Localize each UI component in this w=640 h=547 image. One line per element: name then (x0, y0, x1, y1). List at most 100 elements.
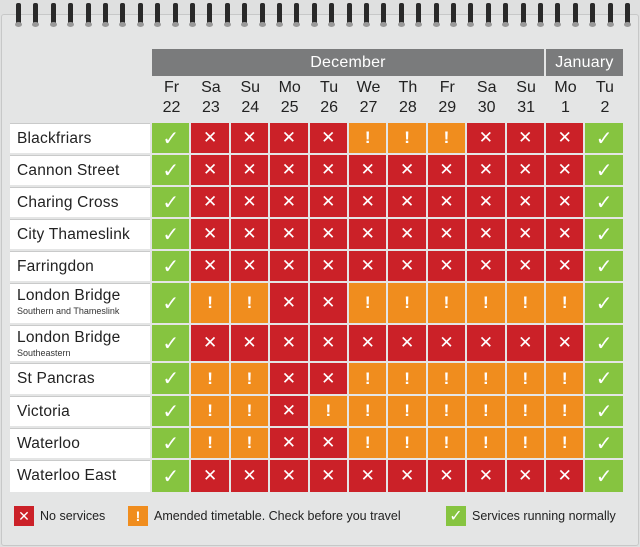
day-of-week: Tu (320, 79, 339, 96)
status-cell-no-service-icon: ✕ (388, 251, 426, 281)
station-row-label: Farringdon (10, 251, 150, 281)
binder-ring-icon (189, 3, 196, 27)
status-cell-no-service-icon: ✕ (506, 219, 544, 249)
status-cell-no-service-icon: ✕ (230, 325, 269, 361)
status-cell-normal-icon: ✓ (585, 396, 623, 426)
status-cell-amended-icon: ! (427, 123, 466, 153)
status-cell-no-service-icon: ✕ (191, 460, 229, 492)
status-cell-no-service-icon: ✕ (309, 187, 347, 217)
status-cell-no-service-icon: ✕ (270, 428, 308, 458)
status-cell-no-service-icon: ✕ (427, 251, 466, 281)
status-cell-no-service-icon: ✕ (388, 460, 426, 492)
status-cell-amended-icon: ! (349, 396, 387, 426)
status-cell-amended-icon: ! (467, 428, 505, 458)
station-name: Blackfriars (17, 130, 92, 147)
binder-ring-icon (32, 3, 40, 27)
binder-ring-icon (293, 3, 301, 27)
binder-ring-icon (136, 3, 144, 27)
status-cell-no-service-icon: ✕ (270, 283, 308, 323)
binder-ring-icon (276, 3, 283, 27)
status-cell-normal-icon: ✓ (585, 428, 623, 458)
status-cell-no-service-icon: ✕ (309, 460, 347, 492)
status-cell-no-service-icon: ✕ (546, 187, 584, 217)
status-cell-no-service-icon: ✕ (427, 325, 466, 361)
day-header: Sa 30 (467, 78, 506, 122)
legend-normal-label: Services running normally (472, 509, 616, 523)
status-cell-normal-icon: ✓ (585, 219, 623, 249)
legend-no-service: ✕ No services (14, 506, 105, 526)
status-cell-no-service-icon: ✕ (427, 460, 466, 492)
status-cell-no-service-icon: ✕ (349, 460, 387, 492)
day-header: Su 24 (231, 78, 270, 122)
status-cell-normal-icon: ✓ (585, 283, 623, 323)
station-row-label: London Bridge Southeastern (10, 325, 150, 361)
day-header: Su 31 (507, 78, 546, 122)
status-cell-no-service-icon: ✕ (309, 363, 347, 394)
status-cell-no-service-icon: ✕ (270, 187, 308, 217)
status-cell-no-service-icon: ✕ (270, 460, 308, 492)
binder-ring-icon (206, 3, 214, 27)
status-cell-no-service-icon: ✕ (270, 155, 308, 185)
status-cell-no-service-icon: ✕ (309, 219, 347, 249)
status-cell-no-service-icon: ✕ (506, 123, 544, 153)
day-date: 22 (162, 99, 181, 116)
status-cell-normal-icon: ✓ (152, 251, 190, 281)
day-header: Mo 1 (546, 78, 585, 122)
status-cell-no-service-icon: ✕ (309, 428, 347, 458)
status-cell-normal-icon: ✓ (152, 396, 190, 426)
status-cell-no-service-icon: ✕ (191, 251, 229, 281)
status-cell-amended-icon: ! (191, 428, 229, 458)
binder-ring-icon (537, 3, 544, 27)
station-row-label: City Thameslink (10, 219, 150, 249)
status-cell-no-service-icon: ✕ (309, 155, 347, 185)
status-cell-normal-icon: ✓ (152, 460, 190, 492)
status-cell-no-service-icon: ✕ (506, 187, 544, 217)
station-row-label: Waterloo East (10, 460, 150, 492)
status-cell-no-service-icon: ✕ (230, 460, 269, 492)
station-row-label: Charing Cross (10, 187, 150, 217)
binder-ring-icon (84, 3, 92, 27)
legend-no-service-label: No services (40, 509, 106, 523)
status-cell-no-service-icon: ✕ (546, 219, 584, 249)
binder-ring-icon (310, 3, 318, 27)
month-label: December (152, 49, 544, 76)
legend-normal: ✓ Services running normally (446, 506, 616, 526)
status-cell-no-service-icon: ✕ (191, 325, 229, 361)
status-cell-amended-icon: ! (388, 363, 426, 394)
status-cell-normal-icon: ✓ (585, 123, 623, 153)
status-cell-no-service-icon: ✕ (191, 123, 229, 153)
binder-ring-icon (450, 3, 457, 27)
status-cell-no-service-icon: ✕ (349, 219, 387, 249)
status-cell-normal-icon: ✓ (585, 155, 623, 185)
station-name: Waterloo East (17, 467, 117, 484)
binder-ring-icon (328, 3, 336, 27)
status-cell-no-service-icon: ✕ (388, 155, 426, 185)
status-cell-no-service-icon: ✕ (388, 219, 426, 249)
status-cell-amended-icon: ! (506, 396, 544, 426)
station-row-label: Blackfriars (10, 123, 150, 153)
status-cell-no-service-icon: ✕ (506, 251, 544, 281)
legend: ✕ No services ! Amended timetable. Check… (0, 506, 640, 534)
status-cell-amended-icon: ! (388, 396, 426, 426)
station-row-label: Victoria (10, 396, 150, 426)
legend-amended-label: Amended timetable. Check before you trav… (154, 509, 401, 523)
status-cell-normal-icon: ✓ (152, 325, 190, 361)
status-cell-no-service-icon: ✕ (546, 251, 584, 281)
station-name: London Bridge (17, 329, 121, 346)
binder-ring-icon (363, 3, 370, 27)
day-header: Mo 25 (270, 78, 309, 122)
binder-rings (0, 0, 640, 30)
binder-ring-icon (554, 3, 562, 27)
station-name: Farringdon (17, 258, 94, 275)
status-cell-amended-icon: ! (467, 396, 505, 426)
status-cell-no-service-icon: ✕ (467, 187, 505, 217)
status-cell-no-service-icon: ✕ (230, 251, 269, 281)
status-cell-no-service-icon: ✕ (309, 325, 347, 361)
binder-ring-icon (606, 3, 614, 27)
binder-ring-icon (415, 3, 423, 27)
day-of-week: Tu (595, 79, 614, 96)
status-cell-amended-icon: ! (427, 428, 466, 458)
day-of-week: Sa (476, 79, 497, 96)
status-cell-no-service-icon: ✕ (270, 123, 308, 153)
binder-ring-icon (15, 3, 22, 27)
